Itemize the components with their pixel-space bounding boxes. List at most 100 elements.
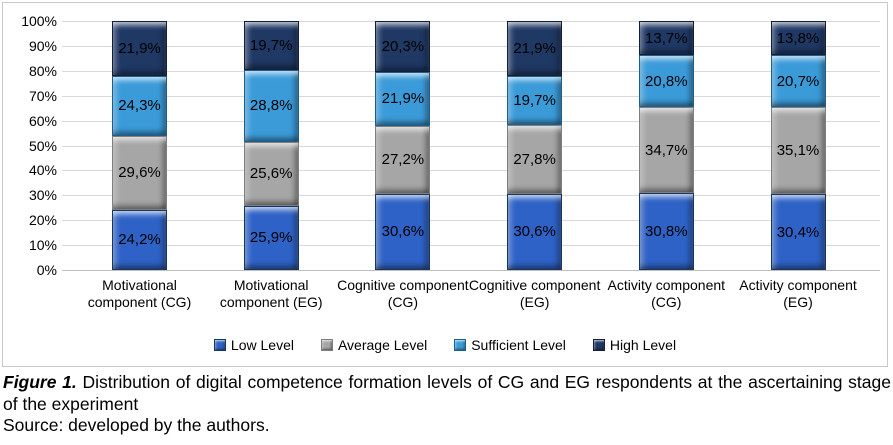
data-label: 20,8% [645,72,688,90]
y-tick-label-100: 100% [21,13,57,29]
data-label: 19,7% [513,91,556,109]
y-tick-label-70: 70% [28,87,57,104]
gridline-20 [62,220,880,222]
legend-label: Sufficient Level [471,337,566,353]
legend-item-high-level: High Level [592,337,677,353]
y-tick-label-40: 40% [28,162,57,179]
data-label: 21,9% [118,39,161,57]
bar-segment-high-level: 13,7% [638,21,694,56]
bar-segment-average-level: 25,6% [243,141,299,206]
bar-segment-high-level: 19,7% [243,21,299,71]
bar-segment-high-level: 21,9% [507,21,563,76]
y-tick-label-10: 10% [28,237,57,254]
data-label: 24,3% [118,97,161,115]
x-category-label-2: Motivational component (EG) [219,277,323,310]
figure-caption-body: Distribution of digital competence forma… [3,372,891,414]
legend-swatch-icon [213,339,226,351]
legend-swatch-icon [320,339,333,351]
bar-column-4: 30,6% 27,8% 19,7% 21,9% [507,21,563,270]
legend-item-average-level: Average Level [320,337,428,353]
bar-segment-average-level: 27,8% [507,124,563,194]
bar-segment-high-level: 13,8% [770,21,826,56]
y-tick-label-30: 30% [28,187,57,204]
gridline-100 [62,21,880,22]
data-label: 27,8% [513,150,556,168]
data-label: 20,3% [381,37,425,55]
x-category-label-5: Activity component (CG) [607,277,726,310]
data-label: 24,2% [118,231,161,249]
data-label: 28,8% [249,97,293,115]
data-label: 27,2% [381,151,425,169]
data-label: 13,8% [776,29,820,47]
source-note: Source: developed by the authors. [3,415,270,435]
bar-column-3: 30,6% 27,2% 21,9% 20,3% [375,21,431,270]
bar-segment-average-level: 35,1% [770,106,826,195]
figure-caption: Figure 1. Distribution of digital compet… [3,372,891,437]
bar-segment-average-level: 27,2% [375,126,431,194]
legend-item-low-level: Low Level [213,337,294,353]
gridline-60 [62,120,880,122]
y-tick-label-0: 0% [36,262,57,278]
legend-swatch-icon [454,339,467,351]
legend-item-sufficient-level: Sufficient Level [454,337,566,353]
bar-segment-high-level: 20,3% [375,21,431,72]
bar-segment-low-level: 25,9% [243,205,299,270]
bar-segment-sufficient-level: 21,9% [375,71,431,127]
data-label: 30,4% [776,223,820,241]
bar-column-5: 30,8% 34,7% 20,8% 13,7% [638,21,694,270]
y-tick-label-60: 60% [28,112,57,129]
bar-column-6: 30,4% 35,1% 20,7% 13,8% [770,21,826,270]
y-tick-label-50: 50% [28,137,57,154]
figure-caption-text: Figure 1. Distribution of digital compet… [3,372,891,415]
gridline-90 [62,45,880,47]
x-category-label-3: Cognitive component (CG) [337,277,469,310]
data-label: 34,7% [645,141,688,159]
bar-segment-sufficient-level: 20,8% [638,55,694,107]
data-label: 25,6% [249,165,293,183]
data-label: 21,9% [513,39,556,57]
y-tick-label-80: 80% [28,62,57,79]
bar-column-2: 25,9% 25,6% 28,8% 19,7% [243,21,299,270]
chart-legend: Low Level Average Level Sufficient Level Hi… [3,337,887,353]
bar-segment-sufficient-level: 20,7% [770,55,826,107]
x-category-label-1: Motivational component (CG) [87,277,192,310]
legend-label: Low Level [230,337,294,353]
legend-swatch-icon [592,339,605,351]
bar-column-1: 24,2% 29,6% 24,3% 21,9% [112,21,167,270]
data-label: 20,7% [776,72,820,90]
x-category-label-4: Cognitive component (EG) [468,277,601,310]
figure-number-label: Figure 1. [3,372,77,392]
bar-segment-low-level: 24,2% [112,209,167,270]
data-label: 35,1% [776,142,820,160]
x-category-label-6: Activity component (EG) [739,277,857,310]
bar-segment-average-level: 34,7% [638,106,694,194]
data-label: 13,7% [645,29,688,47]
legend-label: Average Level [337,337,428,353]
data-label: 30,6% [513,223,556,241]
data-label: 19,7% [249,37,293,55]
gridline-50 [62,145,880,147]
bar-segment-low-level: 30,8% [638,193,694,270]
bar-segment-average-level: 29,6% [112,136,167,210]
data-label: 21,9% [381,90,425,108]
stacked-bar-chart: 0% 10% 20% 30% 40% 50% 60% 70% 80% 90% 100% 24,2% 2… [2,2,888,367]
gridline-70 [62,95,880,97]
bar-segment-sufficient-level: 19,7% [507,75,563,125]
gridline-30 [62,195,880,197]
bar-segment-low-level: 30,6% [507,193,563,270]
bar-segment-low-level: 30,4% [770,194,826,270]
y-tick-label-20: 20% [28,212,57,229]
bar-segment-low-level: 30,6% [375,193,431,270]
data-label: 25,9% [249,229,293,247]
gridline-40 [62,170,880,172]
data-label: 30,8% [645,223,688,241]
y-tick-label-90: 90% [28,37,57,54]
gridline-80 [62,70,880,72]
legend-label: High Level [609,337,677,353]
bar-segment-sufficient-level: 28,8% [243,70,299,142]
gridline-0 [62,270,880,271]
data-label: 30,6% [381,223,425,241]
data-label: 29,6% [118,164,161,182]
gridline-10 [62,245,880,247]
bar-segment-high-level: 21,9% [112,21,167,76]
